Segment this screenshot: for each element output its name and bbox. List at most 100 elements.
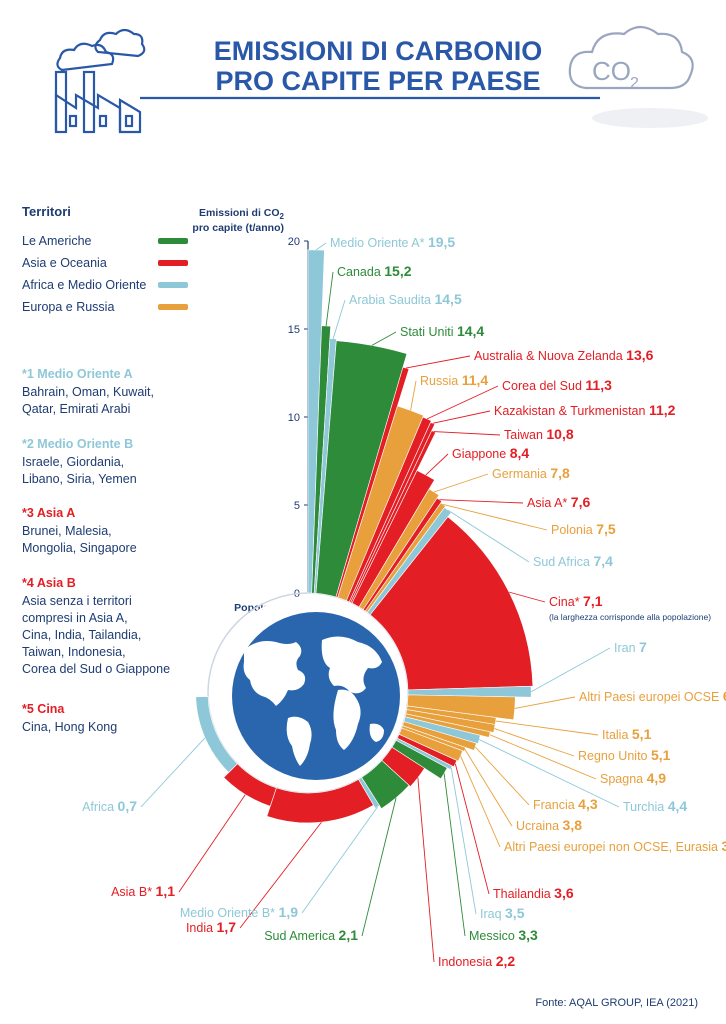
bar-label-value: 5,1: [651, 747, 671, 763]
bar-segment: [307, 249, 325, 594]
bar-segment: [404, 713, 491, 738]
bar-label-value: 4,9: [647, 770, 667, 786]
bar-label: Germania 7,8: [492, 465, 570, 481]
notes: *1 Medio Oriente A Bahrain, Oman, Kuwait,…: [22, 367, 170, 734]
leader-line: [494, 728, 575, 757]
leader-line: [425, 453, 449, 476]
bar-segment: [364, 502, 446, 613]
bar-segment: [369, 516, 534, 691]
bar-segment: [266, 778, 374, 824]
bar-label-name: Indonesia: [438, 955, 496, 969]
bar-label-value: 3,5: [505, 905, 525, 921]
bar-label: Ucraina 3,8: [516, 817, 582, 833]
bar-label: Giappone 8,4: [452, 445, 529, 461]
co2-subscript: 2: [630, 75, 639, 92]
axis-title-subscript: 2: [280, 212, 285, 221]
co2-symbol: CO: [592, 56, 631, 86]
bar-label-value: 7,1: [583, 593, 603, 609]
bar-segment: [361, 760, 410, 810]
note-line: Brunei, Malesia,: [22, 524, 112, 538]
bar-label-name: Regno Unito: [578, 749, 651, 763]
bar-label: Iran 7: [614, 639, 647, 655]
bar-label: Altri Paesi europei non OCSE, Eurasia 3,…: [504, 838, 726, 854]
legend-swatch: [158, 304, 188, 310]
legend-swatch: [158, 260, 188, 266]
bar-label-name: Iran: [614, 641, 639, 655]
bar-label-name: Medio Oriente B*: [180, 906, 279, 920]
leader-line: [474, 746, 530, 806]
axis-title-line-2: pro capite (t/anno): [192, 222, 284, 234]
bar-label-value: 15,2: [384, 263, 411, 279]
bar-label-value: 19,5: [428, 234, 455, 250]
bar-label-name: Kazakistan & Turkmenistan: [494, 404, 649, 418]
bar-label: Thailandia 3,6: [493, 885, 574, 901]
bar-segment: [358, 777, 380, 809]
bar-label-name: Stati Uniti: [400, 325, 457, 339]
legend-item-label: Le Americhe: [22, 234, 92, 248]
bar-segment: [311, 325, 331, 594]
leader-line: [460, 755, 501, 848]
bar-label-name: Corea del Sud: [502, 379, 585, 393]
bar-label: Polonia 7,5: [551, 521, 616, 537]
bar-label: Asia B* 1,1: [111, 883, 175, 899]
bar-label-name: Sud America: [264, 929, 338, 943]
factory-icon: [54, 28, 146, 134]
bar-segment: [346, 416, 432, 603]
bar-label: Spagna 4,9: [600, 770, 666, 786]
bar-label-value: 3,8: [563, 817, 583, 833]
bar-label-value: 7: [639, 639, 647, 655]
note-line: Cina, India, Tailandia,: [22, 628, 141, 642]
leader-line: [417, 777, 435, 963]
bar-segment: [401, 725, 467, 752]
note-line: Qatar, Emirati Arabi: [22, 402, 130, 416]
bar-segment: [313, 338, 337, 594]
bar-label-name: Altri Paesi europei non OCSE, Eurasia: [504, 840, 721, 854]
leader-line: [443, 504, 548, 531]
leader-line: [178, 794, 246, 893]
bar-label-name: Polonia: [551, 523, 596, 537]
leader-line: [432, 410, 491, 424]
bar-label-name: Arabia Saudita: [349, 293, 434, 307]
bar-segment: [395, 737, 453, 770]
bar-label: Arabia Saudita 14,5: [349, 291, 462, 307]
bar-label-name: Giappone: [452, 447, 510, 461]
bar-label: Turchia 4,4: [623, 798, 687, 814]
leader-line: [405, 355, 471, 369]
leader-line: [325, 271, 334, 326]
bar-segment: [402, 721, 477, 751]
bar-label-name: Italia: [602, 728, 632, 742]
leader-line: [361, 797, 397, 937]
bar-label: Francia 4,3: [533, 796, 598, 812]
legend-item-label: Africa e Medio Oriente: [22, 278, 146, 292]
bar-label: Altri Paesi europei OCSE 6,1: [579, 688, 726, 704]
y-tick-label: 10: [288, 412, 300, 424]
bar-label: Italia 5,1: [602, 726, 652, 742]
bar-label-name: Iraq: [480, 907, 505, 921]
y-tick-label: 20: [288, 236, 300, 248]
leader-line: [332, 299, 346, 339]
bar-label-value: 2,2: [496, 953, 516, 969]
bar-label: Sud America 2,1: [264, 927, 358, 943]
note-heading: *1 Medio Oriente A: [22, 367, 133, 381]
co2-cloud-icon: CO 2: [568, 25, 708, 128]
bar-label: Iraq 3,5: [480, 905, 525, 921]
leader-line: [315, 242, 327, 251]
note-line: Bahrain, Oman, Kuwait,: [22, 385, 154, 399]
bar-label-value: 1,1: [156, 883, 176, 899]
bar-label-value: 3,6: [554, 885, 574, 901]
bar-label-name: Cina*: [549, 595, 583, 609]
bar-label-value: 3,3: [518, 927, 538, 943]
bar-label-value: 11,4: [462, 372, 489, 388]
bar-segment: [406, 694, 516, 721]
bar-segment: [350, 430, 437, 604]
bar-segment: [391, 739, 448, 780]
bar-segment: [223, 763, 277, 807]
bar-label-name: India: [186, 921, 217, 935]
bar-label-value: 11,3: [585, 377, 612, 393]
bar-label: Canada 15,2: [337, 263, 412, 279]
bar-label-name: Turchia: [623, 800, 668, 814]
leader-line: [371, 331, 397, 346]
bar-label: Cina* 7,1: [549, 593, 603, 609]
leader-line: [426, 385, 499, 420]
